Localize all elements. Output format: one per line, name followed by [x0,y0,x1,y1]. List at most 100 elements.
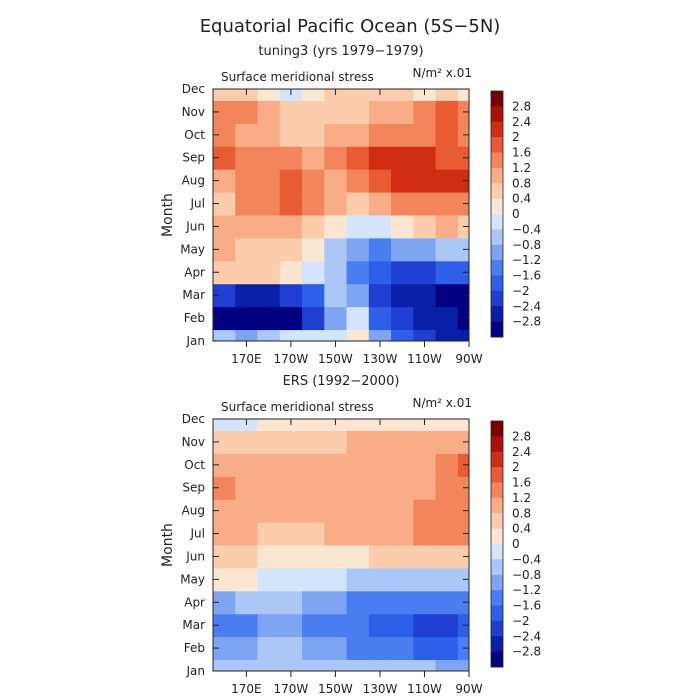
heat-cell [413,590,437,615]
colorbar-swatch [491,290,503,307]
heat-cell [391,522,414,546]
panel-1: tuning3 (yrs 1979−1979) Surface meridiona… [160,44,541,366]
y-tick-label: Aug [182,504,205,518]
colorbar-swatch [491,590,503,606]
colorbar-swatch [491,260,503,276]
x-tick-label: 130W [363,682,398,696]
heat-cell [413,215,437,239]
heat-cell [368,146,392,170]
colorbar: 2.82.421.61.20.80.40−0.4−0.8−1.2−1.6−2−2… [490,420,541,668]
heat-cell [279,260,303,285]
heat-cell [324,100,348,124]
heat-cell [368,499,392,523]
heat-cell [435,169,459,193]
colorbar-label: 0.8 [512,176,531,190]
heat-cell [346,306,370,331]
colorbar-swatch [491,467,503,483]
heat-cell [324,237,348,262]
colorbar-swatch [491,559,503,576]
heat-cell [435,215,459,239]
heat-cell [302,329,325,342]
colorbar-label: 0.8 [512,506,531,520]
heat-cell [368,306,392,331]
heat-cell [346,123,370,147]
colorbar-label: 2 [512,460,520,474]
heat-cell [413,169,437,193]
heat-cell [213,590,236,615]
heat-cell [391,430,414,454]
heat-cell [346,499,370,523]
heat-cell [346,329,370,342]
heat-cell [368,545,392,569]
y-tick-label: Jan [186,334,206,348]
heat-cell [324,260,348,285]
heat-cell [257,590,281,615]
heat-cell [213,123,236,147]
colorbar-swatch [491,137,503,153]
heat-cell [413,237,437,262]
heat-cell [324,453,348,477]
heat-cell [368,590,392,615]
figure-title: Equatorial Pacific Ocean (5S−5N) [200,16,501,37]
y-tick-label: Aug [182,174,205,188]
heat-cell [257,237,281,262]
plot-frame [212,88,470,342]
heat-cell [324,476,348,500]
heat-cell [457,419,470,431]
heat-cell [257,89,281,101]
heat-cell [302,613,325,638]
colorbar-swatch [491,152,503,169]
heat-cell [368,522,392,546]
heat-cell [368,169,392,193]
heat-cell [413,123,437,147]
heat-cell [413,260,437,285]
heat-cell [346,419,370,431]
heat-cell [302,283,325,308]
heat-cell [213,89,236,101]
colorbar-label: 0.4 [512,192,531,206]
heat-cell [302,260,325,285]
x-tick-label: 170E [231,352,262,366]
colorbar-swatch [491,121,503,138]
heat-cell [435,123,459,147]
heat-cell [279,545,303,569]
heat-cell [279,169,303,193]
heat-cell [213,545,236,569]
heat-cell [435,659,459,672]
y-tick-label: Sep [182,151,205,165]
heat-cell [435,613,459,638]
heat-cell [346,636,370,661]
heat-cell [257,545,281,569]
colorbar-swatch [491,436,503,453]
heat-cell [257,430,281,454]
colorbar: 2.82.421.61.20.80.40−0.4−0.8−1.2−1.6−2−2… [490,90,541,338]
colorbar-label: 2 [512,130,520,144]
heat-cell [368,329,392,342]
x-tick-label: 170E [231,682,262,696]
y-tick-label: Mar [182,618,205,632]
heat-cell [391,499,414,523]
heat-cell [235,146,259,170]
heat-cell [346,590,370,615]
heat-cell [435,590,459,615]
heat-cell [235,522,259,546]
heat-cell [213,659,236,672]
heat-cell [213,192,236,216]
heat-cell [324,192,348,216]
heat-cell [391,192,414,216]
y-tick-label: Sep [182,481,205,495]
heat-cell [435,419,459,431]
heat-cell [302,192,325,216]
heat-cell [235,283,259,308]
heat-cell [324,123,348,147]
colorbar-swatch [491,275,503,292]
heat-cell [346,659,370,672]
y-tick-label: Feb [184,641,205,655]
heat-cell [235,306,259,331]
heat-cell [279,476,303,500]
heat-cell [435,476,459,500]
units-label: N/m² x.01 [412,396,472,410]
heat-cell [213,613,236,638]
heat-cell [302,659,325,672]
